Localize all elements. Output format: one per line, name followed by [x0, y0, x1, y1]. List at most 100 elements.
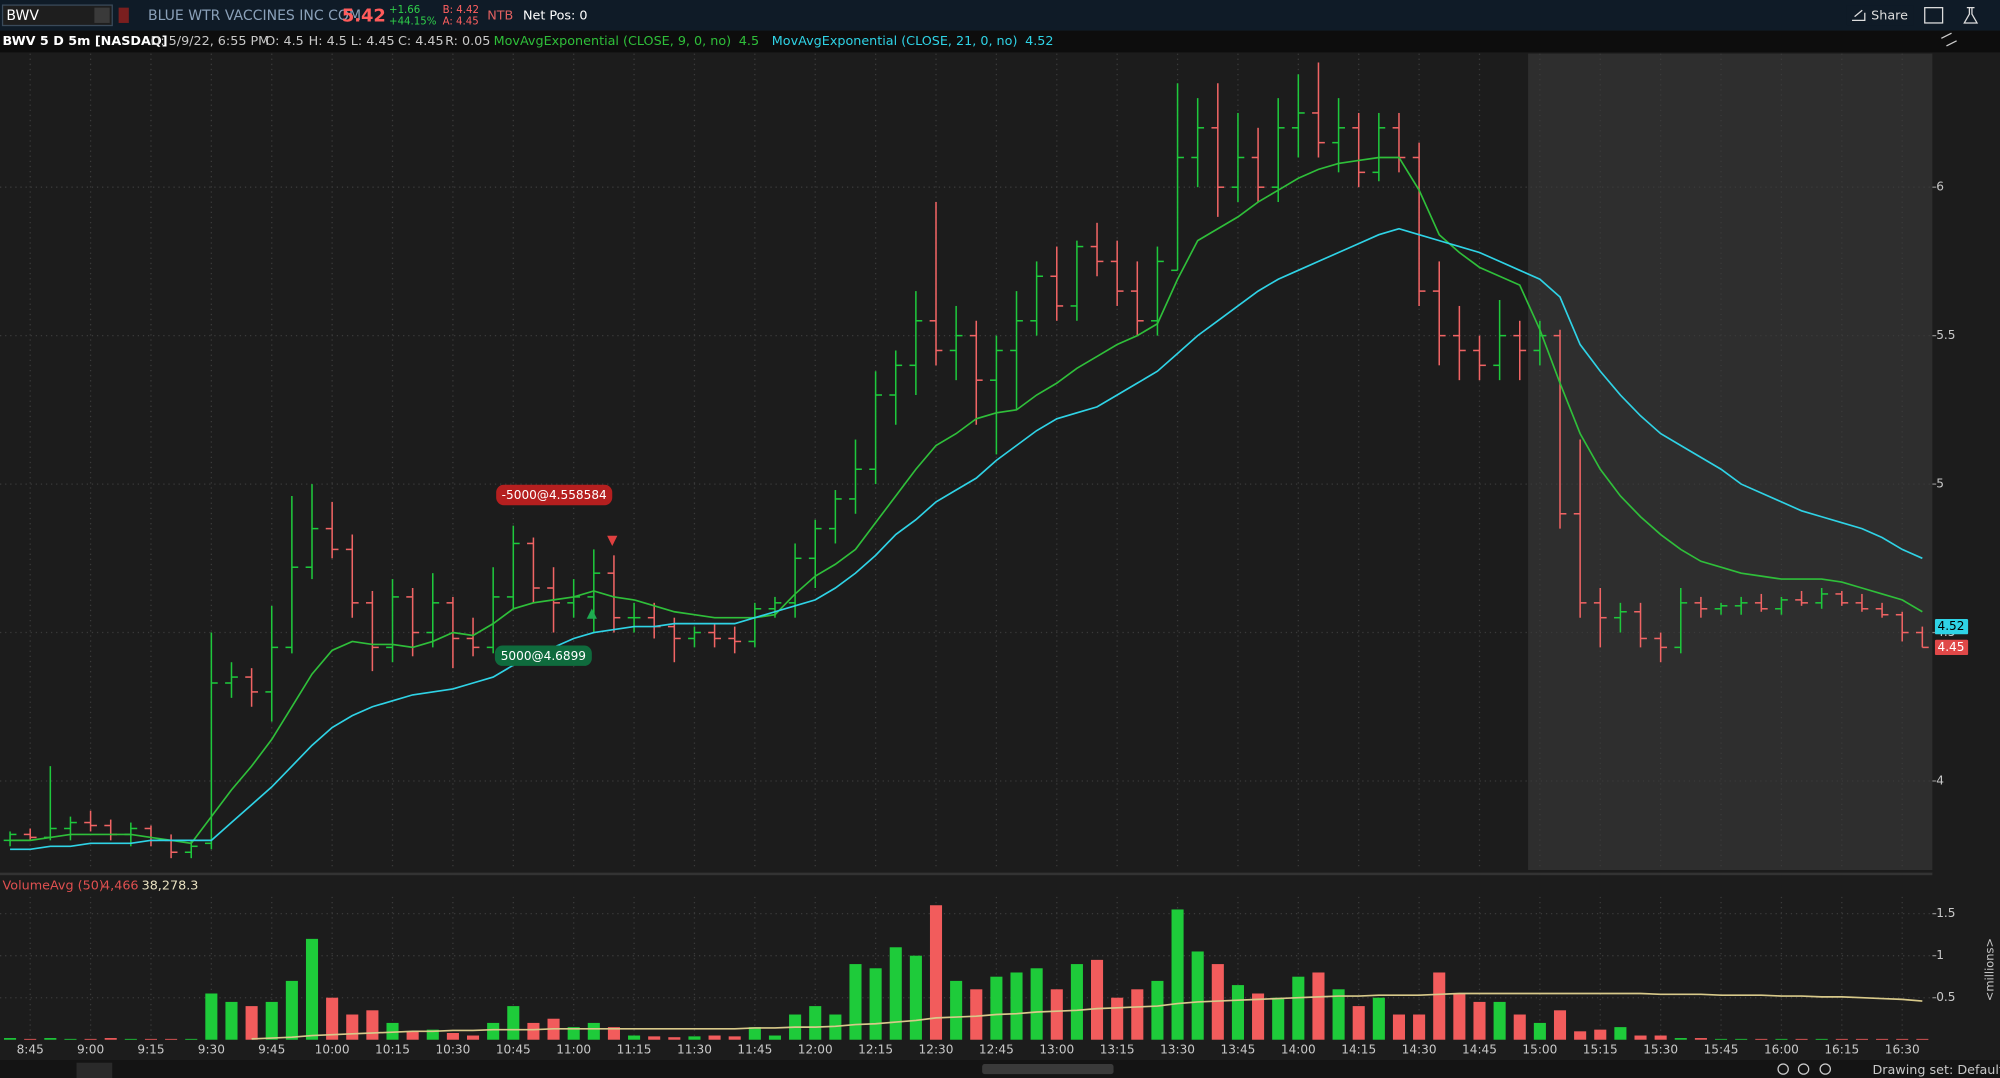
volume-bar — [1151, 980, 1164, 1040]
volume-bar — [1352, 1006, 1365, 1040]
volume-bar — [64, 1038, 77, 1040]
volume-bar — [225, 1001, 238, 1040]
order-label-box — [494, 645, 592, 666]
volume-bar — [1372, 997, 1385, 1040]
price-tag — [1934, 618, 1969, 635]
volume-bar — [708, 1035, 721, 1040]
volume-bar — [950, 980, 963, 1040]
drawing-set[interactable]: Drawing set: Default — [1872, 1063, 2000, 1078]
volume-bar — [466, 1035, 480, 1040]
collapse-icon[interactable] — [1941, 32, 1957, 47]
volume-bar — [84, 1038, 97, 1040]
volume-bar — [809, 1006, 822, 1040]
order-label-box — [496, 484, 613, 506]
volume-bar — [970, 989, 983, 1040]
volume-bar — [487, 1022, 500, 1040]
volume-bar — [1795, 1038, 1808, 1040]
company-name: BLUE WTR VACCINES INC COM — [148, 8, 361, 24]
volume-bar — [446, 1033, 459, 1040]
zoom-out[interactable] — [1819, 1063, 1831, 1075]
volume-bar — [1413, 1014, 1426, 1040]
pan-tool[interactable] — [1777, 1063, 1789, 1075]
volume-bar — [748, 1027, 761, 1040]
volume-axis-label: <millions> — [1982, 938, 1996, 1001]
volume-bar — [909, 955, 922, 1040]
volume-bar — [1815, 1038, 1828, 1040]
volume-bar — [1473, 1001, 1486, 1040]
x-tick-label: 12:30 — [919, 1042, 954, 1056]
cursor-close: C: 4.45 — [398, 34, 444, 49]
y-tick-label: 5 — [1936, 477, 1944, 491]
volume-bar — [527, 1022, 540, 1040]
volume-bar — [1332, 989, 1345, 1040]
symbol-dropdown[interactable] — [94, 7, 110, 23]
y-tick-label: 5.5 — [1936, 328, 1955, 342]
volume-bar — [1433, 972, 1446, 1040]
volume-bar — [326, 997, 339, 1040]
volume-bar — [507, 1006, 520, 1040]
price-tag — [1934, 639, 1969, 656]
x-tick-label: 11:15 — [617, 1042, 652, 1056]
volume-bar — [1513, 1014, 1526, 1040]
symbol-input[interactable] — [1, 4, 113, 27]
volume-bar — [1775, 1038, 1788, 1040]
x-tick-label: 16:15 — [1824, 1042, 1859, 1056]
volume-bar — [849, 964, 862, 1040]
volume-bar — [607, 1027, 620, 1040]
scroll-left[interactable] — [76, 1062, 113, 1078]
volume-bar — [386, 1022, 399, 1040]
order-label: 5000@4.6899 — [501, 649, 586, 663]
order-arrow — [607, 535, 618, 547]
volume-bar — [648, 1036, 661, 1040]
link-button[interactable] — [118, 7, 129, 23]
y-tick-label: 0.5 — [1936, 990, 1955, 1004]
volume-bar — [1171, 909, 1184, 1040]
x-tick-label: 9:00 — [77, 1042, 104, 1056]
volume-bar — [1614, 1027, 1627, 1040]
volume-bar — [1191, 951, 1204, 1040]
extended-hours-shade — [1528, 53, 1933, 871]
share-button[interactable]: Share — [1846, 5, 1914, 26]
layout-button[interactable] — [1924, 7, 1944, 24]
volume-bar — [1715, 1038, 1728, 1040]
y-tick-label: 1 — [1936, 948, 1944, 962]
x-tick-label: 10:15 — [375, 1042, 410, 1056]
cursor-high: H: 4.5 — [309, 34, 347, 49]
y-tick-label: 1.5 — [1936, 906, 1955, 920]
zoom-tools[interactable] — [1777, 1063, 1831, 1075]
toolbar — [0, 0, 2000, 31]
volume-bar — [1272, 997, 1285, 1040]
x-tick-label: 14:30 — [1402, 1042, 1437, 1056]
net-change: +1.66 — [389, 5, 420, 16]
volume-bar — [1211, 964, 1224, 1040]
order-label: -5000@4.558584 — [502, 488, 607, 502]
volume-bar — [124, 1038, 137, 1040]
bid: B: 4.42 — [443, 5, 479, 16]
volume-bar — [265, 1001, 278, 1040]
x-tick-label: 14:45 — [1462, 1042, 1497, 1056]
x-tick-label: 11:00 — [556, 1042, 591, 1056]
x-tick-label: 14:00 — [1281, 1042, 1316, 1056]
volume-bar — [1896, 1038, 1909, 1040]
volume-chart: 8:45 9:00 9:15 9:30 9:45 10:00 10:15 10:30 10:45… — [0, 896, 1955, 1056]
volume-bar — [1392, 1014, 1406, 1040]
share-label[interactable]: Share — [1871, 8, 1908, 23]
last-price: 5.42 — [342, 6, 386, 27]
volume-bar — [990, 976, 1003, 1040]
price-tag-label: 4.45 — [1938, 640, 1965, 654]
zoom-in[interactable] — [1797, 1063, 1810, 1075]
volume-bar — [1111, 997, 1124, 1040]
volume-bar — [929, 905, 943, 1040]
price-tag-label: 4.52 — [1938, 619, 1965, 633]
ema-line — [10, 227, 1923, 851]
volume-bar — [1050, 989, 1063, 1040]
volume-study-name: VolumeAvg (50) — [3, 879, 104, 894]
x-tick-label: 13:00 — [1039, 1042, 1074, 1056]
volume-bar — [829, 1014, 842, 1040]
studies-button[interactable] — [1963, 7, 1979, 24]
volume-bar — [567, 1027, 580, 1040]
volume-bar — [1755, 1038, 1768, 1040]
scroll-thumb[interactable] — [982, 1063, 1114, 1075]
x-tick-label: 16:30 — [1885, 1042, 1920, 1056]
